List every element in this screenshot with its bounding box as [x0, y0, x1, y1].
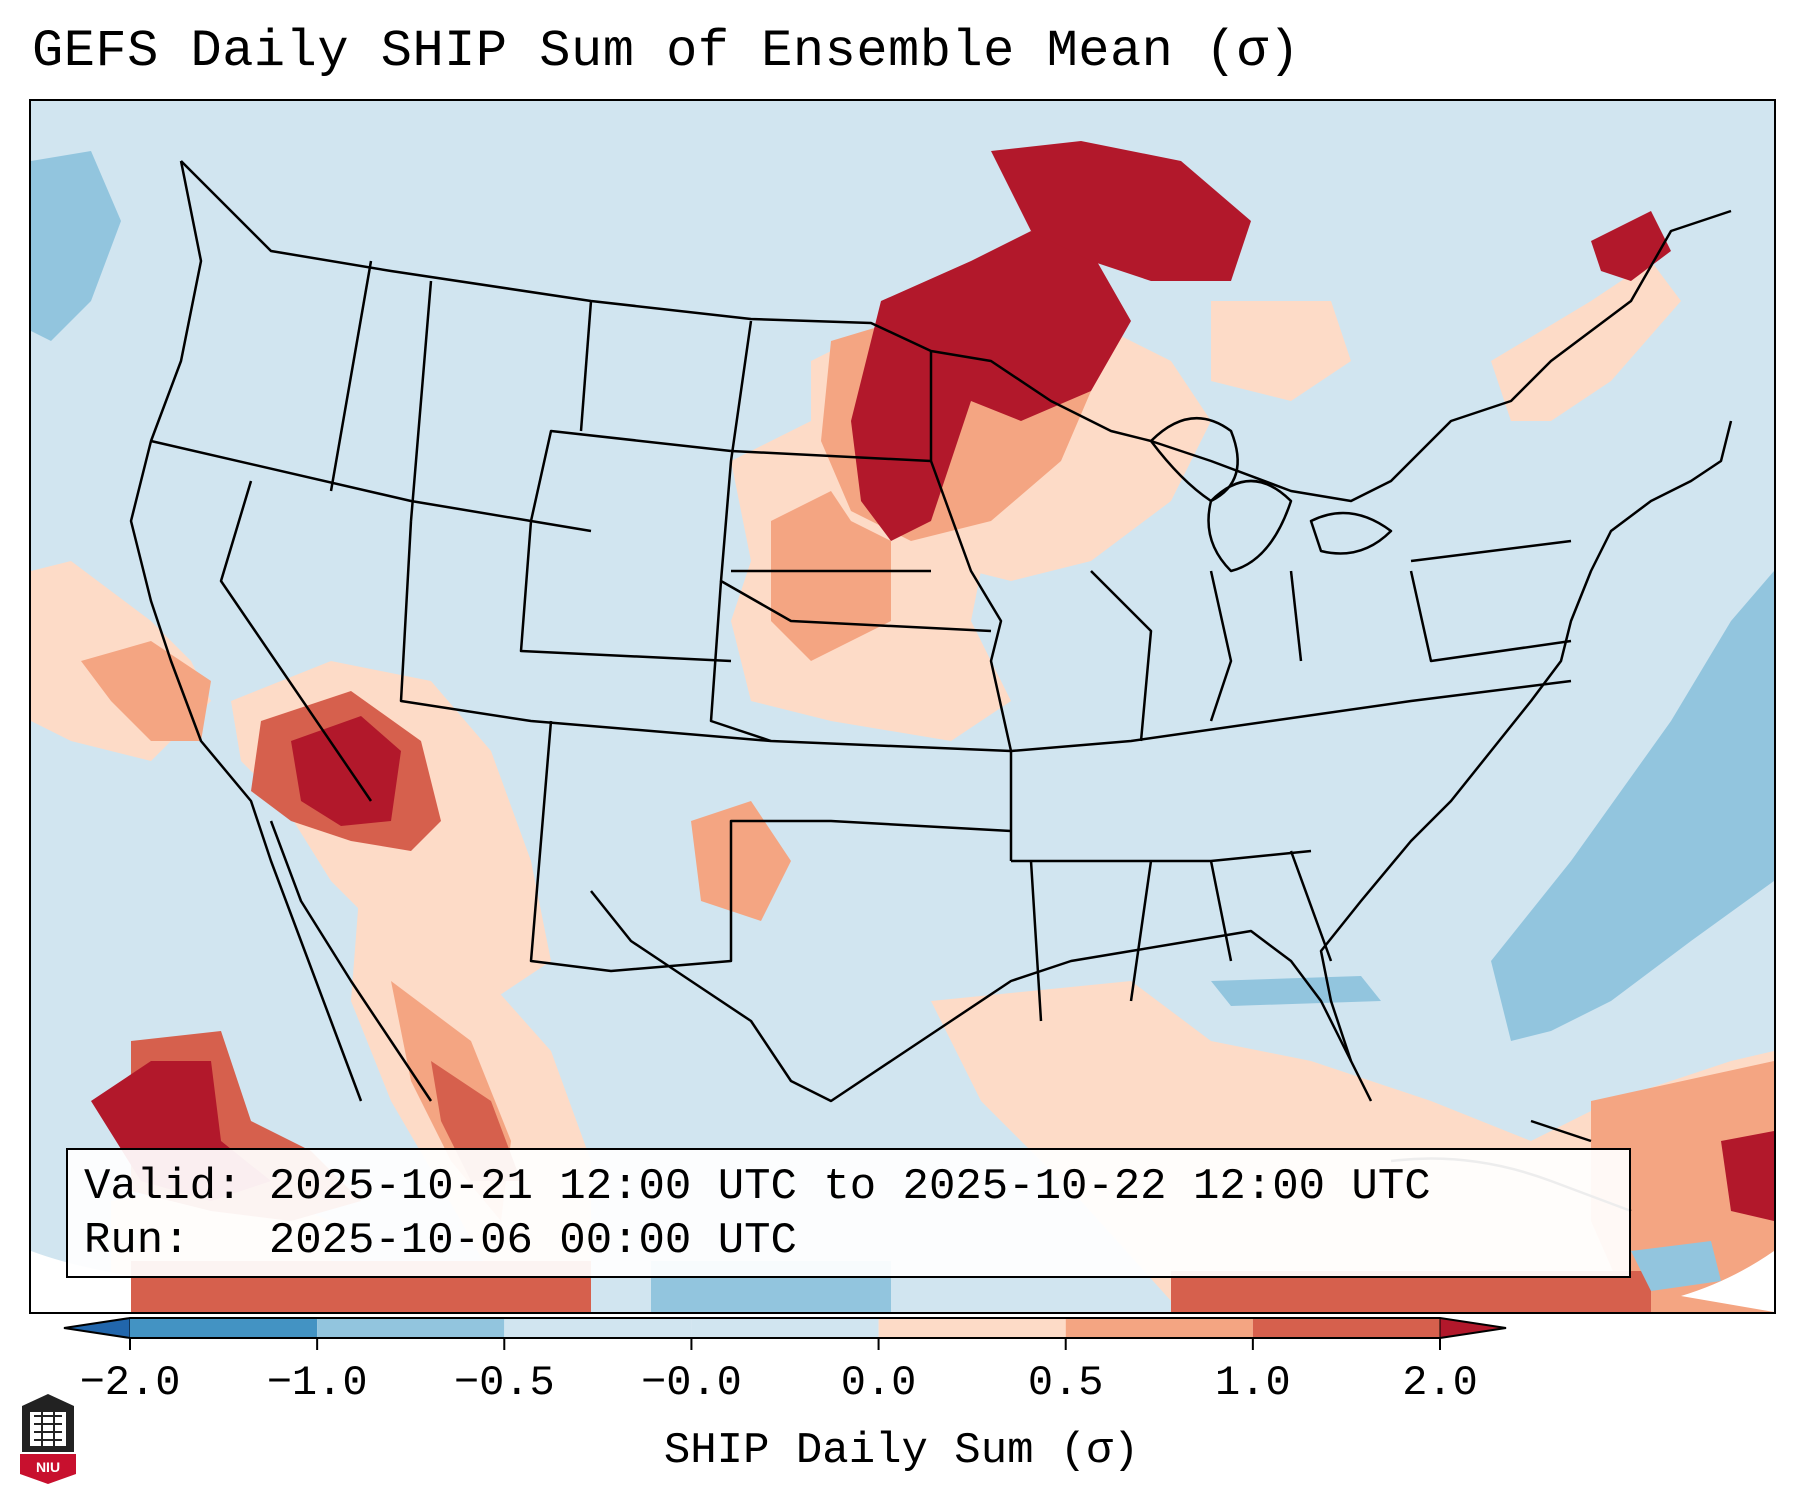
colorbar-over-triangle — [1439, 1317, 1507, 1339]
arizona-max — [291, 716, 401, 826]
colorbar-tick-label: 2.0 — [1402, 1359, 1478, 1407]
caribbean-bottom — [1171, 1271, 1651, 1312]
northeast-max — [1591, 211, 1671, 281]
colorbar-segment — [504, 1318, 692, 1338]
caribbean-moderate — [1591, 1061, 1774, 1312]
colorbar-tick-label: −2.0 — [80, 1359, 181, 1407]
valid-value: 2025-10-21 12:00 UTC to 2025-10-22 12:00… — [268, 1162, 1431, 1212]
projection-corner-right — [1681, 1251, 1774, 1312]
colorbar-tick-label: 1.0 — [1215, 1359, 1291, 1407]
colorbar-tick-label: −1.0 — [267, 1359, 368, 1407]
northeast-positive — [1491, 261, 1681, 421]
valid-row: Valid: 2025-10-21 12:00 UTC to 2025-10-2… — [84, 1160, 1629, 1214]
gulf-negative — [1211, 976, 1381, 1006]
colorbar-tick-label: 0.0 — [841, 1359, 917, 1407]
colorbar-segment — [878, 1318, 1066, 1338]
map-panel — [29, 99, 1776, 1314]
colorbar-label: SHIP Daily Sum (σ) — [663, 1426, 1140, 1476]
colorbar-segment — [317, 1318, 505, 1338]
page-title: GEFS Daily SHIP Sum of Ensemble Mean (σ) — [32, 22, 1301, 81]
colorbar: −2.0 −1.0 −0.5 −0.0 0.0 0.5 1.0 2.0 — [63, 1317, 1507, 1407]
upper-midwest-max — [851, 231, 1131, 541]
new-mexico-light — [691, 801, 791, 921]
colorbar-tick-label: −0.5 — [454, 1359, 555, 1407]
great-lakes-light — [1211, 301, 1351, 401]
run-row: Run: 2025-10-06 00:00 UTC — [84, 1214, 1629, 1268]
canada-max — [991, 141, 1251, 281]
caribbean-max — [1721, 1131, 1774, 1221]
info-box: Valid: 2025-10-21 12:00 UTC to 2025-10-2… — [66, 1148, 1631, 1278]
colorbar-segment — [1252, 1318, 1440, 1338]
colorbar-under-triangle — [63, 1317, 131, 1339]
svg-text:NIU: NIU — [36, 1459, 60, 1475]
anomaly-map — [31, 141, 1774, 1312]
boundaries — [129, 160, 1733, 1213]
colorbar-segments — [63, 1317, 1507, 1339]
colorbar-segment — [691, 1318, 879, 1338]
pacific-nw-negative — [31, 151, 121, 341]
atlantic-negative — [1491, 571, 1774, 1041]
colorbar-segment — [1065, 1318, 1253, 1338]
colorbar-segment — [130, 1318, 318, 1338]
caribbean-light-blue — [1631, 1241, 1721, 1291]
valid-label: Valid: — [84, 1162, 243, 1212]
colorbar-tick-label: 0.5 — [1028, 1359, 1104, 1407]
run-value: 2025-10-06 00:00 UTC — [268, 1216, 797, 1266]
projection-corner-left — [31, 1251, 131, 1312]
run-label: Run: — [84, 1216, 190, 1266]
colorbar-tick-label: −0.0 — [641, 1359, 742, 1407]
california-offshore-pos — [81, 641, 211, 741]
anomaly-shading — [31, 141, 1774, 1312]
colorbar-ticks: −2.0 −1.0 −0.5 −0.0 0.0 0.5 1.0 2.0 — [80, 1338, 1478, 1407]
niu-logo: NIU — [20, 1394, 76, 1484]
